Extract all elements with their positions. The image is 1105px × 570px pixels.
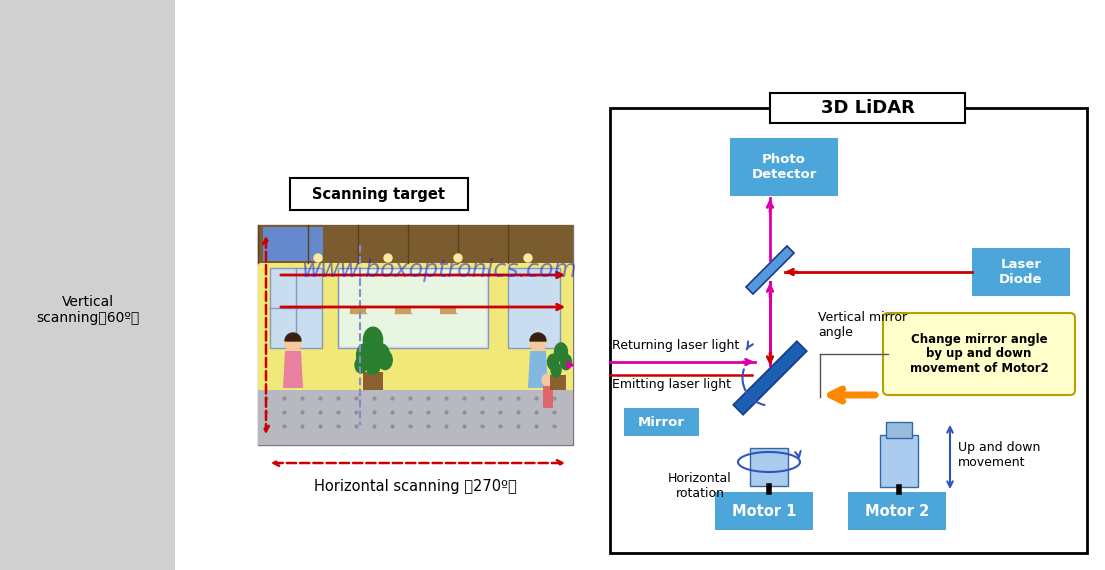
Circle shape [524,254,532,262]
Text: Emitting laser light: Emitting laser light [612,378,732,391]
Bar [350,308,366,313]
Ellipse shape [357,344,373,366]
FancyBboxPatch shape [883,313,1075,395]
Bar [270,268,322,348]
Polygon shape [528,351,548,388]
Ellipse shape [366,356,380,374]
Text: Vertical mirror
angle: Vertical mirror angle [818,311,907,339]
Bar [848,492,946,530]
Bar [257,225,573,263]
Text: Horizontal scanning （270º）: Horizontal scanning （270º） [314,479,516,494]
Text: Laser
Diode: Laser Diode [999,258,1043,286]
Bar [543,386,552,408]
Text: Scanning target: Scanning target [313,186,445,202]
Bar [257,263,573,390]
Ellipse shape [555,343,568,361]
Bar [610,108,1087,553]
Ellipse shape [560,355,571,370]
Wedge shape [285,333,301,341]
Ellipse shape [364,327,382,353]
Bar [0,0,175,570]
Ellipse shape [551,363,561,377]
Ellipse shape [355,357,367,373]
Bar [730,138,838,196]
Text: Change mirror angle
by up and down
movement of Motor2: Change mirror angle by up and down movem… [909,332,1049,376]
Text: Returning laser light: Returning laser light [612,339,739,352]
Bar [715,492,813,530]
Text: Motor 1: Motor 1 [732,503,797,519]
Wedge shape [530,333,546,341]
Bar [550,375,566,390]
Ellipse shape [547,355,558,370]
Text: Mirror: Mirror [638,416,685,429]
Bar [880,435,918,487]
Text: www.boxoptronics.com: www.boxoptronics.com [303,258,578,282]
Text: Vertical
scanning（60º）: Vertical scanning（60º） [36,295,139,325]
Text: Photo
Detector: Photo Detector [751,153,817,181]
Circle shape [454,254,462,262]
Bar [624,408,699,436]
Circle shape [385,254,392,262]
Text: Horizontal
rotation: Horizontal rotation [669,472,732,500]
Bar [394,308,411,313]
Bar [263,227,323,261]
Text: 3D LiDAR: 3D LiDAR [821,99,915,117]
Bar [257,390,573,445]
Bar [175,0,1105,570]
Polygon shape [734,341,807,415]
Bar [508,268,560,348]
Bar [886,422,912,438]
Ellipse shape [372,344,389,366]
Bar [257,225,573,445]
Polygon shape [746,246,794,294]
Text: Up and down
movement: Up and down movement [958,441,1041,469]
FancyBboxPatch shape [290,178,469,210]
Bar [770,93,965,123]
Bar [750,448,788,486]
Text: Motor 2: Motor 2 [865,503,929,519]
Circle shape [285,335,301,351]
Circle shape [530,335,546,351]
Circle shape [314,254,322,262]
Polygon shape [283,351,303,388]
Circle shape [541,374,554,386]
Bar [338,268,488,348]
Bar [972,248,1070,296]
Bar [340,270,486,346]
Bar [364,372,383,390]
Ellipse shape [378,351,392,369]
Bar [440,308,456,313]
